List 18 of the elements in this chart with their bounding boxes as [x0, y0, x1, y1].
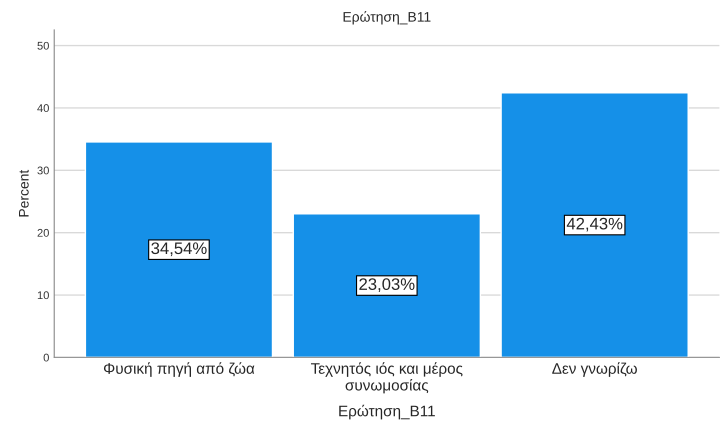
data-label: 34,54% — [151, 242, 207, 256]
bar — [84, 141, 274, 358]
data-label: 42,43% — [566, 218, 622, 232]
y-tick-label: 20 — [38, 228, 49, 237]
y-axis-title: Percent — [19, 170, 29, 216]
y-tick-label: 10 — [38, 291, 49, 300]
data-label: 23,03% — [359, 278, 414, 292]
bar — [292, 213, 482, 358]
y-tick-label: 40 — [37, 104, 49, 112]
y-tick-label: 50 — [37, 42, 49, 50]
y-tick-label: 30 — [37, 166, 49, 174]
x-tick-label: Φυσική πηγή από ζώα — [104, 362, 254, 377]
x-tick-label: Δεν γνωρίζω — [552, 362, 637, 377]
x-tick-label: Τεχνητός ιός και μέρος συνωμοσίας — [310, 362, 463, 394]
bar — [500, 92, 689, 358]
y-tick-label: 0 — [44, 354, 49, 362]
chart-title: Ερώτηση_B11 — [344, 11, 430, 25]
x-axis-title: Ερώτηση_B11 — [339, 404, 435, 420]
